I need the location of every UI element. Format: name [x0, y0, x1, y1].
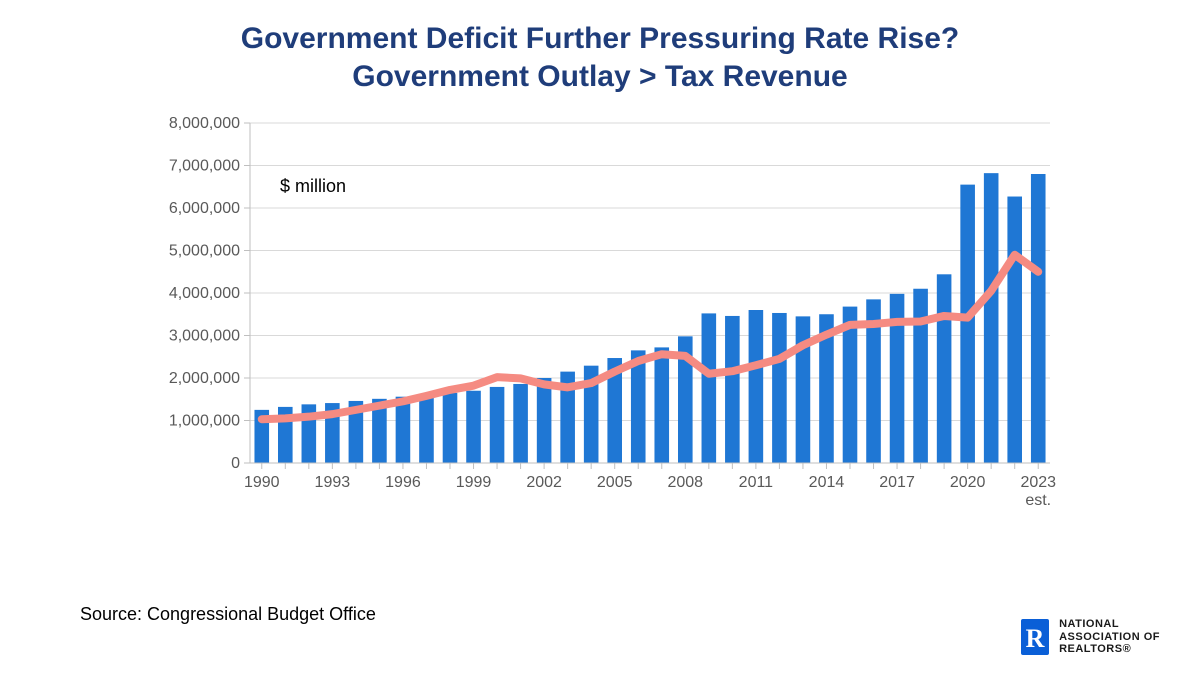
y-tick-label: 8,000,000 — [169, 115, 240, 132]
x-tick-label: 2011 — [739, 474, 774, 491]
bar — [725, 316, 740, 463]
x-tick-label: 1996 — [385, 474, 421, 491]
bar — [796, 316, 811, 463]
x-tick-label: 1993 — [315, 474, 351, 491]
y-tick-label: 3,000,000 — [169, 328, 240, 345]
x-tick-label: 2014 — [809, 474, 845, 491]
bar — [419, 395, 434, 463]
realtor-r-icon: R — [1019, 617, 1051, 657]
brand-logo-text: NATIONAL ASSOCIATION OF REALTORS® — [1059, 618, 1160, 656]
y-tick-label: 5,000,000 — [169, 243, 240, 260]
unit-label: $ million — [280, 176, 346, 197]
bar — [490, 387, 505, 463]
y-tick-label: 4,000,000 — [169, 285, 240, 302]
bar — [984, 173, 999, 463]
x-tick-label: 1990 — [244, 474, 280, 491]
bar — [749, 310, 764, 463]
svg-text:R: R — [1026, 624, 1045, 653]
bar — [702, 313, 717, 463]
bar — [772, 313, 787, 463]
bar — [1007, 197, 1022, 463]
y-tick-label: 2,000,000 — [169, 370, 240, 387]
bar — [1031, 174, 1046, 463]
bar — [466, 391, 481, 463]
x-tick-label: 2023 — [1020, 474, 1056, 491]
x-tick-label: 2005 — [597, 474, 633, 491]
bar — [960, 185, 975, 463]
x-tick-label: 2002 — [526, 474, 562, 491]
x-tick-label: 2020 — [950, 474, 986, 491]
y-tick-label: 7,000,000 — [169, 158, 240, 175]
bar — [443, 393, 458, 463]
chart-title: Government Deficit Further Pressuring Ra… — [40, 20, 1160, 95]
source-text: Source: Congressional Budget Office — [80, 604, 376, 625]
title-line-2: Government Outlay > Tax Revenue — [352, 60, 847, 93]
chart-svg: 0 1,000,000 2,000,000 3,000,000 4,000,000 5,0… — [140, 113, 1060, 513]
y-tick-label: 6,000,000 — [169, 200, 240, 217]
x-tick-label: 2008 — [667, 474, 703, 491]
logo-line-2: ASSOCIATION OF — [1059, 631, 1160, 644]
logo-line-3: REALTORS® — [1059, 643, 1160, 656]
x-tick-sublabel: est. — [1025, 492, 1051, 509]
bar — [913, 289, 928, 463]
x-tick-label: 2017 — [879, 474, 915, 491]
y-tick-label: 0 — [231, 455, 240, 472]
bar — [537, 378, 552, 463]
bar — [654, 347, 669, 463]
y-tick-label: 1,000,000 — [169, 413, 240, 430]
title-line-1: Government Deficit Further Pressuring Ra… — [241, 22, 960, 55]
bar — [937, 274, 952, 463]
brand-logo: R NATIONAL ASSOCIATION OF REALTORS® — [1019, 617, 1160, 657]
bar — [396, 397, 411, 463]
bar — [513, 384, 528, 463]
x-tick-label: 1999 — [456, 474, 492, 491]
logo-line-1: NATIONAL — [1059, 618, 1160, 631]
chart-area: 0 1,000,000 2,000,000 3,000,000 4,000,000 5,0… — [140, 113, 1060, 513]
